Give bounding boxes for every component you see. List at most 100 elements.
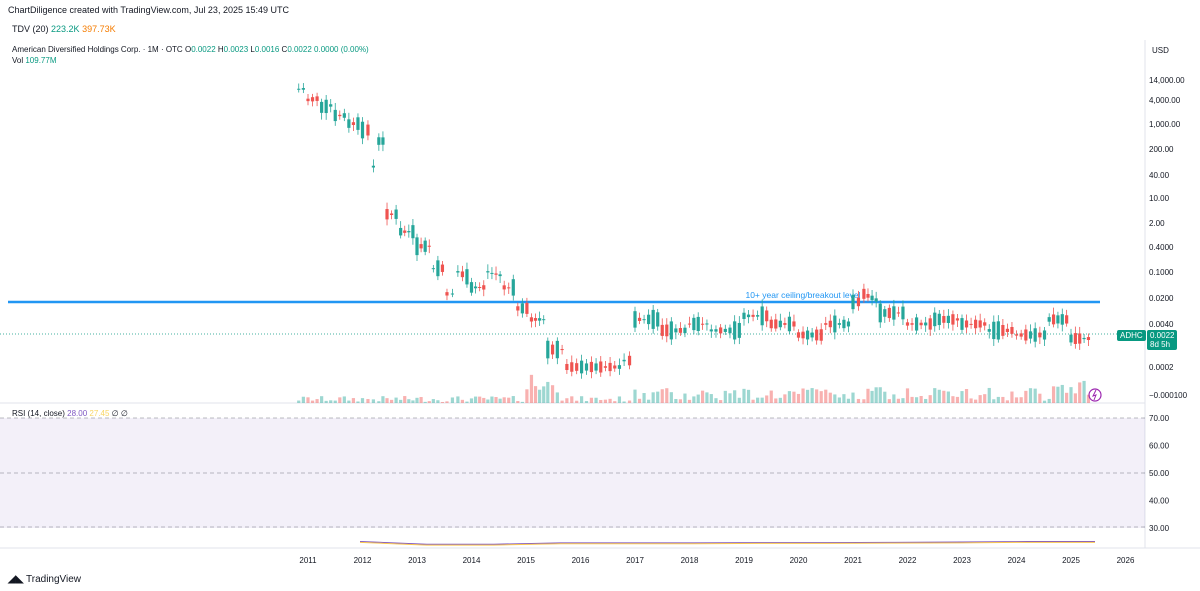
candle-body: [1038, 332, 1042, 338]
volume-bar: [423, 401, 427, 403]
candle-body: [924, 322, 928, 326]
volume-bar: [901, 398, 905, 403]
candle-body: [415, 237, 419, 256]
candle-body: [329, 104, 333, 107]
volume-bar: [507, 397, 511, 403]
candle-body: [1047, 317, 1051, 322]
candle-body: [870, 295, 874, 301]
volume-bar: [570, 396, 574, 403]
open-label: O: [184, 45, 192, 54]
volume-bar: [642, 393, 646, 403]
candle-body: [819, 329, 823, 341]
candle-body: [411, 225, 415, 239]
candle-body: [651, 309, 655, 329]
volume-bar: [919, 396, 923, 403]
volume-bar: [774, 398, 778, 403]
volume-bar: [1010, 391, 1014, 403]
alert-bolt-icon: [1092, 389, 1097, 401]
volume-bar: [928, 395, 932, 403]
time-tick-label: 2017: [626, 556, 644, 565]
volume-bar: [787, 391, 792, 403]
rsi-value: 28.00: [67, 409, 88, 418]
volume-bar: [617, 396, 622, 403]
rsi-value-3: ∅: [111, 409, 119, 418]
candle-body: [542, 319, 546, 321]
volume-bar: [627, 400, 632, 403]
candle-body: [486, 271, 490, 273]
candle-body: [1073, 333, 1077, 344]
candle-body: [445, 292, 449, 296]
time-tick-label: 2014: [463, 556, 481, 565]
alert-icon[interactable]: [1088, 388, 1102, 402]
volume-bar: [833, 394, 837, 403]
volume-bar: [842, 394, 846, 403]
tradingview-logo-icon: ◢◣: [8, 574, 24, 585]
volume-bar: [411, 400, 415, 403]
volume-bar: [555, 392, 559, 403]
tdv-legend: TDV (20) 223.2K 397.73K: [12, 24, 116, 34]
volume-bar: [324, 400, 328, 403]
volume-bar: [914, 397, 919, 403]
candle-body: [669, 321, 673, 340]
volume-bar: [594, 397, 598, 403]
rsi-ma-line: [359, 541, 1095, 546]
high-value: 0.0023: [223, 45, 249, 54]
volume-bar: [792, 391, 796, 403]
candle-body: [969, 323, 973, 325]
candle-body: [478, 286, 482, 288]
price-tick-label: 0.1000: [1149, 268, 1174, 277]
rsi-ma-value: 27.45: [89, 409, 110, 418]
volume-bar: [306, 397, 310, 403]
volume-bar: [399, 399, 403, 403]
rsi-tick-label: 60.00: [1149, 442, 1170, 451]
candle-body: [842, 319, 846, 329]
tradingview-logo[interactable]: ◢◣ TradingView: [8, 574, 81, 585]
candle-body: [338, 114, 342, 117]
volume-bar: [933, 388, 937, 403]
price-tick-label: −0.000100: [1149, 391, 1188, 400]
currency-label[interactable]: USD: [1152, 46, 1169, 55]
volume-bar: [796, 393, 801, 403]
candle-body: [705, 323, 709, 325]
volume-bar: [360, 398, 365, 403]
candle-body: [1042, 330, 1047, 340]
volume-bar: [579, 396, 584, 403]
candle-body: [603, 366, 608, 368]
volume-bar: [651, 392, 655, 403]
candle-body: [978, 320, 982, 328]
candle-body: [627, 355, 632, 366]
candle-body: [575, 363, 579, 371]
candle-body: [787, 316, 792, 332]
volume-bar: [692, 396, 696, 403]
ceiling-annotation[interactable]: 10+ year ceiling/breakout level: [745, 290, 860, 300]
candle-body: [656, 312, 660, 327]
volume-bar: [819, 391, 823, 403]
volume-bar: [297, 400, 301, 403]
candle-body: [351, 122, 356, 126]
time-tick-label: 2016: [572, 556, 590, 565]
volume-bar: [942, 390, 946, 403]
volume-bar: [407, 399, 411, 403]
volume-bar: [960, 391, 964, 403]
volume-bar: [828, 392, 832, 403]
candle-body: [599, 361, 603, 373]
candle-body: [633, 311, 637, 328]
volume-bar: [905, 388, 910, 403]
volume-bar: [924, 398, 928, 403]
candle-body: [815, 329, 819, 341]
volume-bar: [846, 398, 851, 403]
change-value: 0.0000 (0.00%): [314, 45, 369, 54]
volume-bar: [502, 397, 506, 403]
volume-bar: [385, 398, 389, 403]
volume-bar: [1051, 386, 1056, 403]
rsi-label: RSI (14, close): [12, 409, 65, 418]
volume-bar: [674, 398, 678, 403]
candle-body: [683, 327, 687, 334]
candle-body: [778, 320, 782, 328]
candle-body: [460, 271, 465, 278]
volume-bar: [1014, 397, 1019, 403]
tradingview-logo-text: TradingView: [26, 574, 82, 585]
candle-body: [642, 319, 646, 321]
candle-body: [419, 244, 423, 249]
chart-credit: ChartDiligence created with TradingView.…: [8, 5, 289, 15]
